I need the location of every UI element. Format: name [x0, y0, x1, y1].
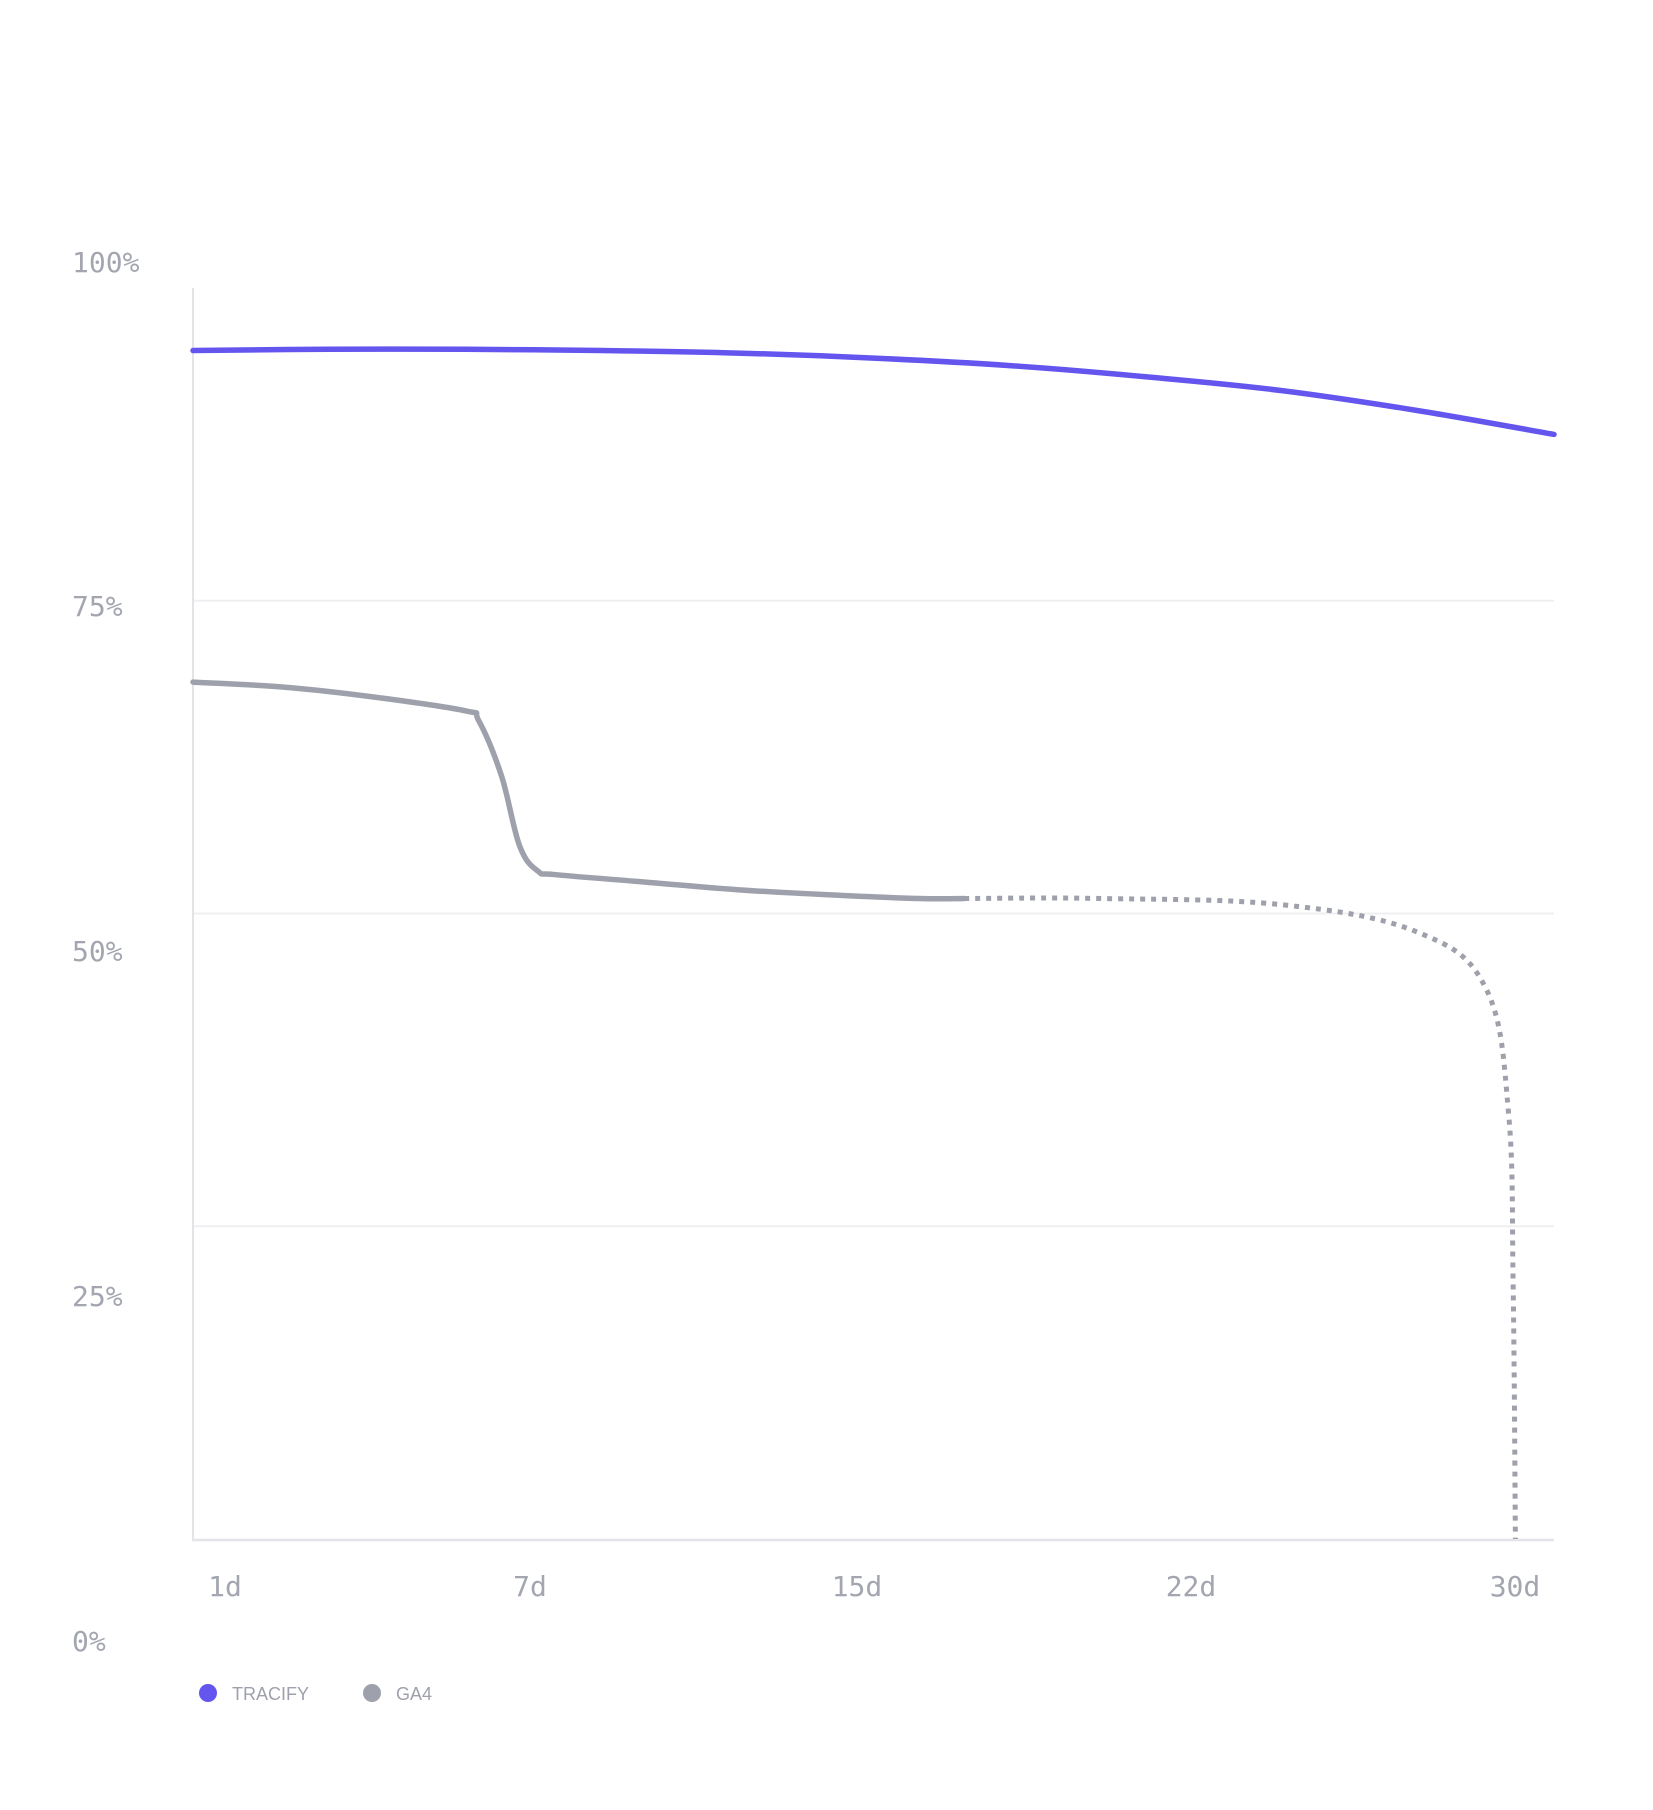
y-tick-label: 100% [72, 246, 140, 279]
legend-swatch [363, 1684, 381, 1702]
gridlines [193, 599, 1554, 1228]
axes [192, 288, 1554, 1542]
legend-label: TRACIFY [232, 1684, 309, 1704]
x-tick-label: 1d [208, 1570, 242, 1603]
legend-item-ga4: GA4 [363, 1684, 432, 1704]
x-tick-label: 22d [1166, 1570, 1217, 1603]
legend-swatch [199, 1684, 217, 1702]
x-tick-label: 30d [1490, 1570, 1541, 1603]
series-lines [190, 346, 1557, 1540]
x-tick-label: 15d [832, 1570, 883, 1603]
y-tick-label: 50% [72, 935, 123, 968]
series-line-tracify [190, 346, 1557, 438]
y-tick-label: 75% [72, 590, 123, 623]
legend-label: GA4 [396, 1684, 432, 1704]
series-line-ga4-projected [964, 895, 1518, 1540]
y-tick-labels: 0% 25% 50% 75% 100% [72, 246, 140, 1658]
x-tick-labels: 1d 7d 15d 22d 30d [208, 1570, 1540, 1603]
legend: TRACIFY GA4 [199, 1684, 432, 1704]
x-tick-label: 7d [513, 1570, 547, 1603]
series-line-ga4 [190, 679, 967, 902]
y-tick-label: 25% [72, 1280, 123, 1313]
legend-item-tracify: TRACIFY [199, 1684, 309, 1704]
y-tick-label: 0% [72, 1625, 106, 1658]
